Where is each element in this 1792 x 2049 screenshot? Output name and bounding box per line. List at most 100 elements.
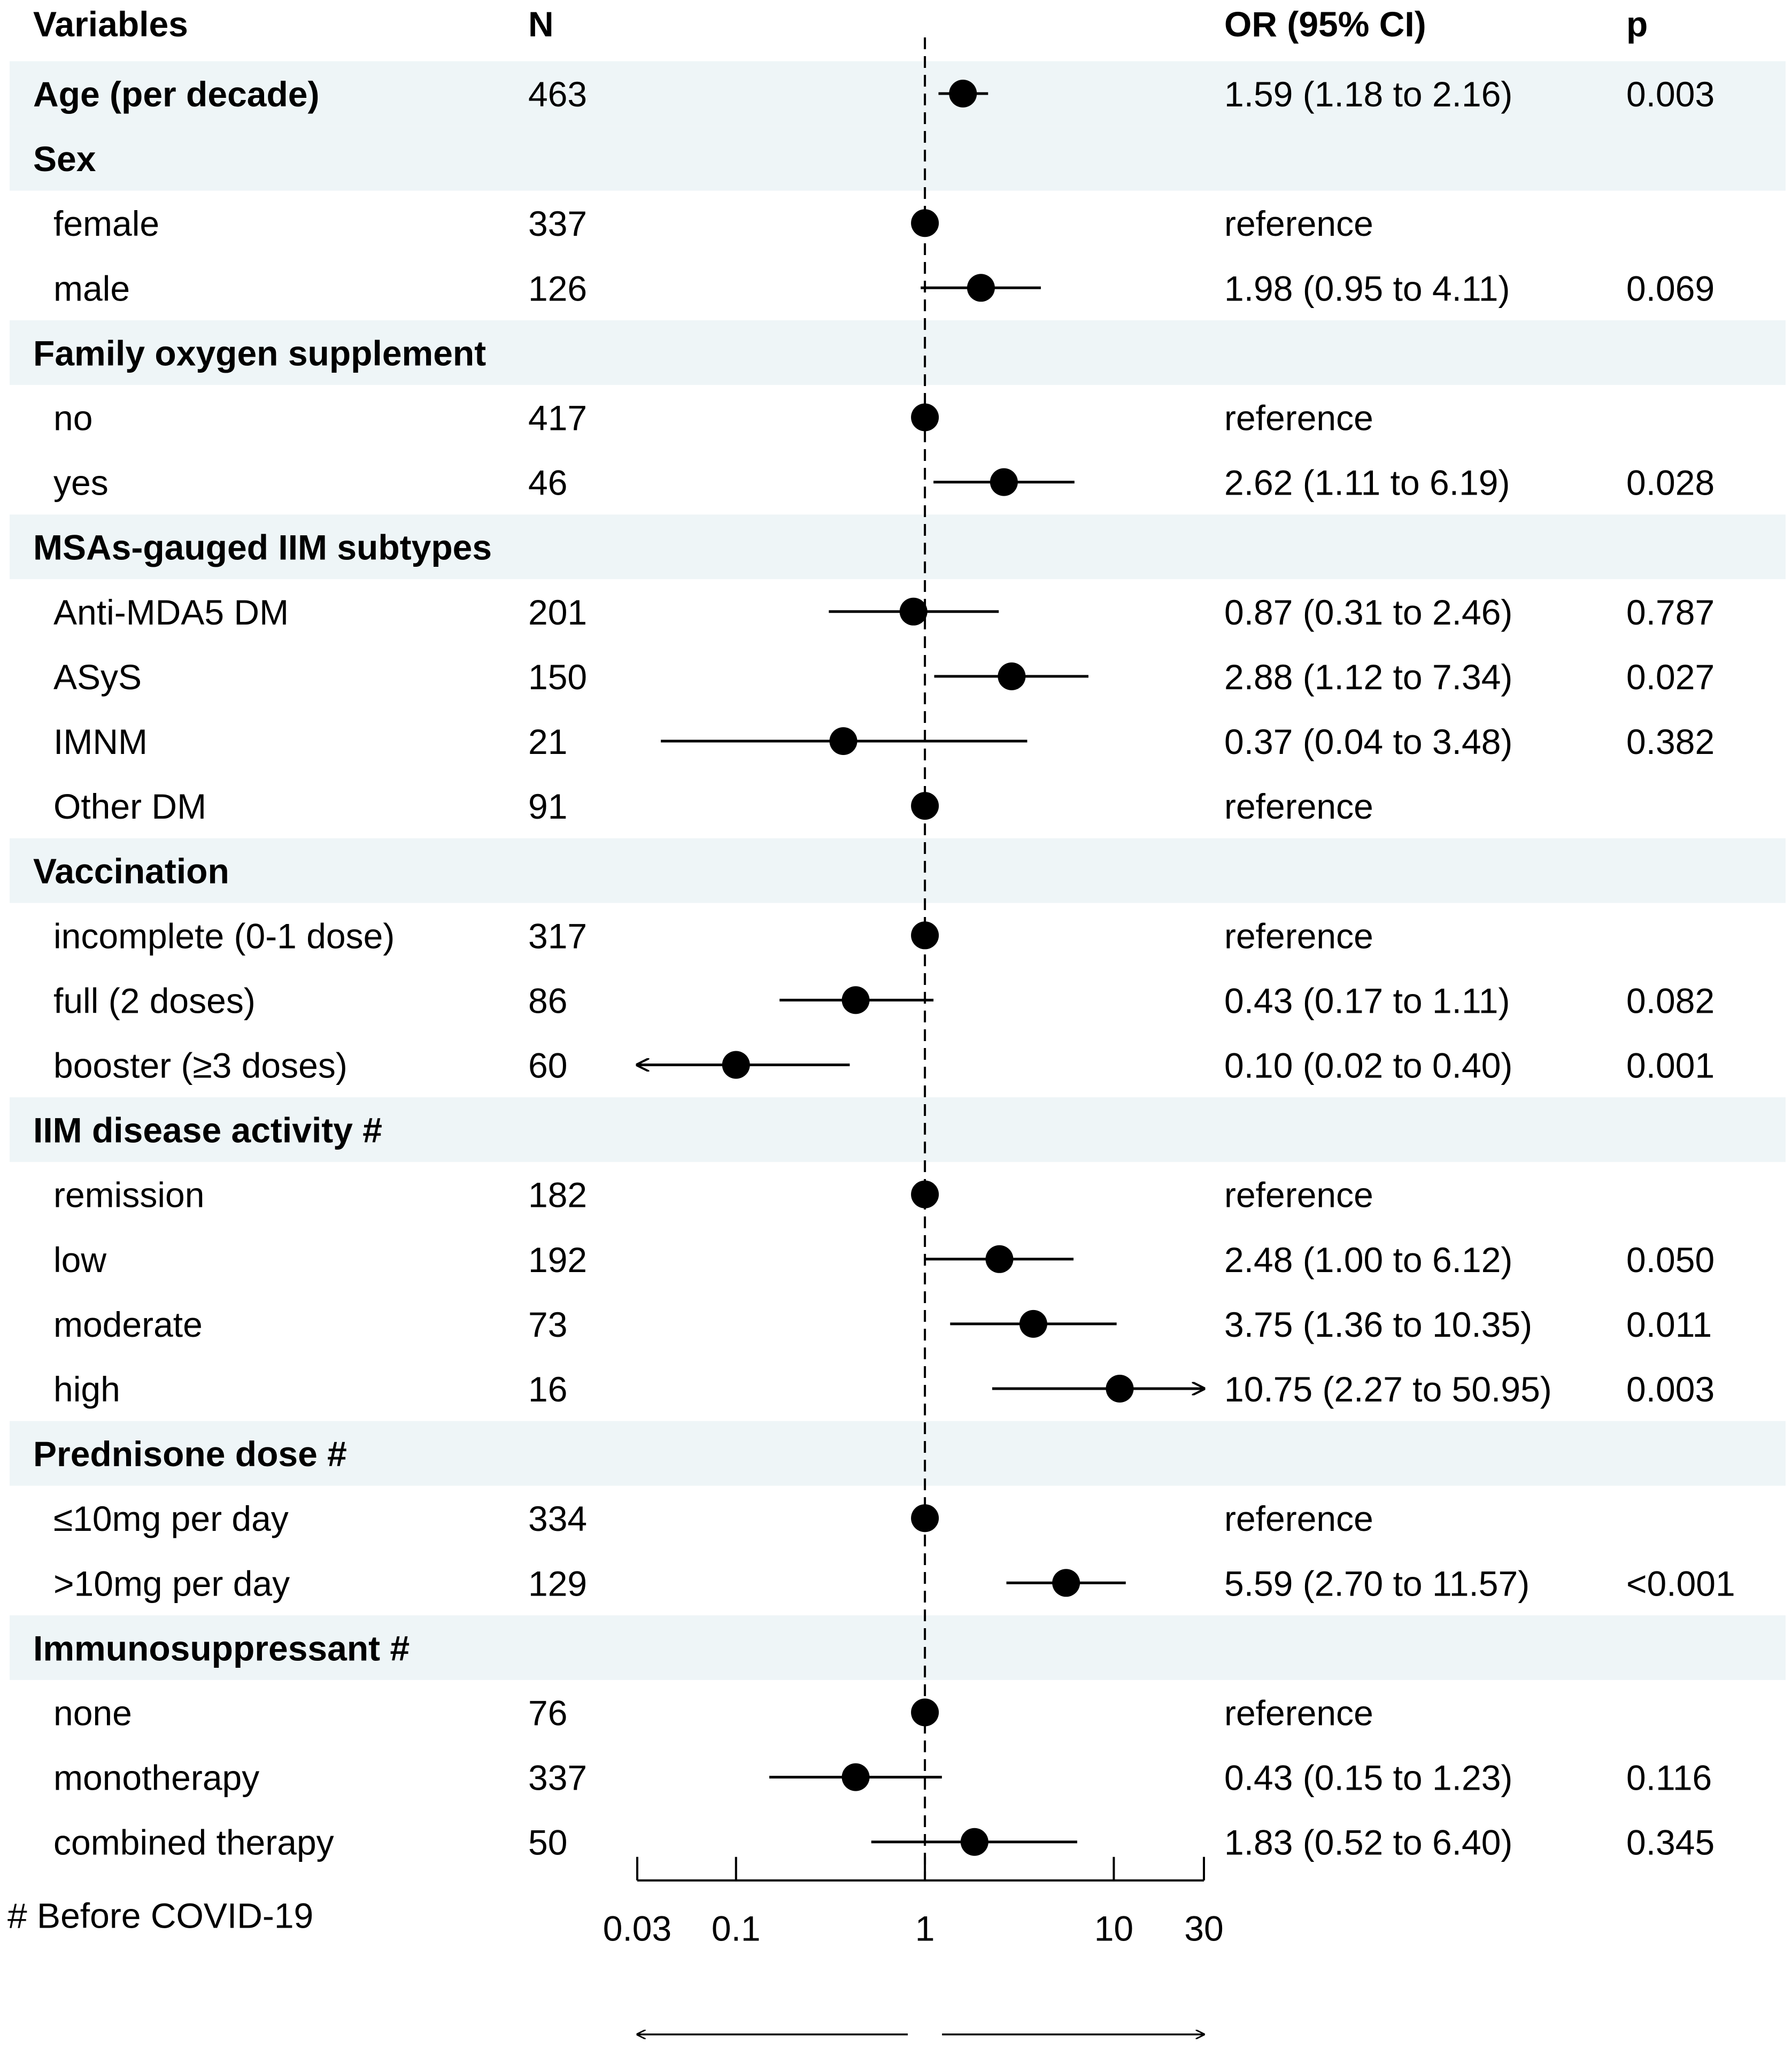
row-or-ci: reference (1224, 204, 1373, 243)
row-or-ci: 2.62 (1.11 to 6.19) (1224, 463, 1510, 503)
row-n: 73 (528, 1305, 567, 1344)
row-label: monotherapy (53, 1758, 259, 1798)
row-p-value: 0.345 (1626, 1823, 1714, 1862)
row-p-value: 0.050 (1626, 1240, 1714, 1280)
row-header-label: Prednisone dose # (33, 1434, 347, 1474)
row-or-ci: 0.43 (0.15 to 1.23) (1224, 1758, 1512, 1798)
row-p-value: 0.011 (1626, 1305, 1712, 1344)
or-point (998, 662, 1026, 690)
row-label: female (53, 204, 159, 243)
x-tick-label: 1 (915, 1909, 935, 1948)
row-label: male (53, 268, 130, 308)
x-tick-label: 10 (1094, 1909, 1133, 1948)
header-band (10, 126, 1786, 191)
row-p-value: 0.382 (1626, 722, 1714, 761)
row-p-value: <0.001 (1626, 1563, 1735, 1603)
or-point (967, 274, 995, 302)
row-n: 201 (528, 592, 587, 632)
row-label: incomplete (0-1 dose) (53, 916, 395, 956)
row-label: ≤10mg per day (53, 1499, 289, 1538)
row-label: none (53, 1693, 132, 1733)
row-n: 150 (528, 657, 587, 697)
or-point (990, 468, 1018, 496)
or-point (1052, 1569, 1080, 1597)
row-label: moderate (53, 1305, 203, 1344)
row-or-ci: reference (1224, 1693, 1373, 1733)
row-n: 21 (528, 722, 567, 761)
row-n: 317 (528, 916, 587, 956)
row-n: 129 (528, 1563, 587, 1603)
row-n: 337 (528, 204, 587, 243)
row-label: full (2 doses) (53, 981, 256, 1020)
row-n: 192 (528, 1240, 587, 1280)
row-or-ci: reference (1224, 1175, 1373, 1215)
header-band (10, 514, 1786, 580)
column-header-variables: Variables (33, 4, 188, 44)
x-tick-label: 30 (1184, 1909, 1223, 1948)
or-point (911, 1180, 939, 1208)
row-label: combined therapy (53, 1823, 334, 1862)
header-band (10, 61, 1786, 126)
row-n: 46 (528, 463, 567, 503)
row-p-value: 0.787 (1626, 592, 1714, 632)
row-or-ci: 0.43 (0.17 to 1.11) (1224, 981, 1510, 1020)
or-point (911, 1698, 939, 1727)
row-p-value: 0.003 (1626, 74, 1714, 114)
row-n: 126 (528, 268, 587, 308)
row-or-ci: 1.59 (1.18 to 2.16) (1224, 74, 1512, 114)
header-band (10, 320, 1786, 385)
column-header-or: OR (95% CI) (1224, 4, 1426, 44)
or-point (841, 986, 870, 1014)
x-tick-label: 0.1 (712, 1909, 761, 1948)
row-p-value: 0.003 (1626, 1369, 1714, 1409)
row-header-label: IIM disease activity # (33, 1111, 382, 1150)
or-point (829, 727, 858, 755)
row-or-ci: 10.75 (2.27 to 50.95) (1224, 1369, 1552, 1409)
row-or-ci: reference (1224, 916, 1373, 956)
row-or-ci: 2.88 (1.12 to 7.34) (1224, 657, 1512, 697)
header-band (10, 1421, 1786, 1486)
or-point (899, 597, 928, 626)
row-p-value: 0.001 (1626, 1046, 1714, 1085)
row-header-label: MSAs-gauged IIM subtypes (33, 528, 492, 567)
row-n: 50 (528, 1823, 567, 1862)
row-or-ci: 0.37 (0.04 to 3.48) (1224, 722, 1512, 761)
row-label: no (53, 398, 92, 438)
row-n: 60 (528, 1046, 567, 1085)
row-label: yes (53, 463, 109, 503)
row-label: Other DM (53, 787, 206, 826)
or-point (911, 403, 939, 432)
header-band (10, 838, 1786, 903)
row-or-ci: 5.59 (2.70 to 11.57) (1224, 1563, 1530, 1603)
or-point (1019, 1309, 1047, 1338)
or-point (949, 80, 977, 107)
or-point (911, 921, 939, 950)
row-or-ci: 1.83 (0.52 to 6.40) (1224, 1823, 1512, 1862)
row-label: ASyS (53, 657, 142, 697)
or-point (911, 792, 939, 820)
row-header-label: Vaccination (33, 851, 229, 891)
row-or-ci: reference (1224, 1499, 1373, 1538)
or-point (960, 1828, 988, 1856)
row-p-value: 0.082 (1626, 981, 1714, 1020)
row-or-ci: 1.98 (0.95 to 4.11) (1224, 268, 1510, 308)
row-label: low (53, 1240, 106, 1280)
row-label: IMNM (53, 722, 148, 761)
row-n: 182 (528, 1175, 587, 1215)
or-point (911, 1504, 939, 1532)
row-header-label: Immunosuppressant # (33, 1628, 410, 1668)
row-n: 86 (528, 981, 567, 1020)
or-point (1106, 1375, 1134, 1403)
row-p-value: 0.069 (1626, 268, 1714, 308)
row-or-ci: 3.75 (1.36 to 10.35) (1224, 1305, 1532, 1344)
column-header-n: N (528, 4, 554, 44)
row-header-label: Age (per decade) (33, 74, 319, 114)
row-p-value: 0.116 (1626, 1758, 1712, 1798)
or-point (985, 1245, 1014, 1273)
row-n: 334 (528, 1499, 587, 1538)
row-n: 417 (528, 398, 587, 438)
or-point (841, 1763, 870, 1791)
or-point (911, 209, 939, 237)
row-n: 91 (528, 787, 567, 826)
row-or-ci: reference (1224, 398, 1373, 438)
